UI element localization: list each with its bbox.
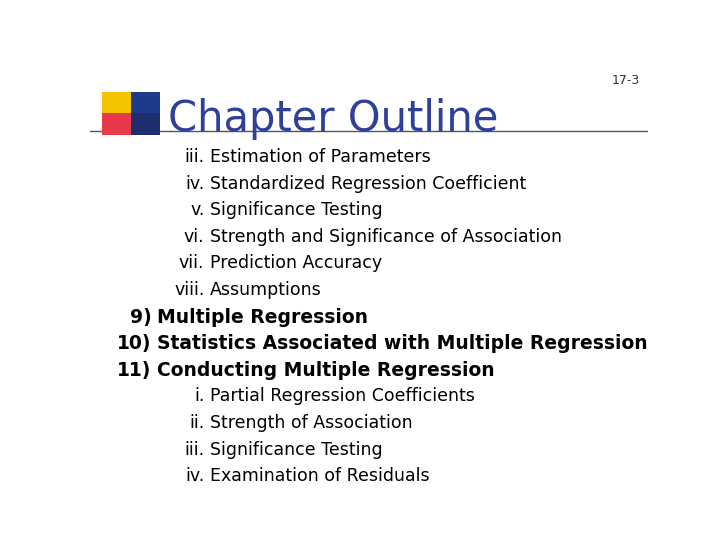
Text: Multiple Regression: Multiple Regression <box>157 308 368 327</box>
Text: viii.: viii. <box>174 281 204 299</box>
Text: Partial Regression Coefficients: Partial Regression Coefficients <box>210 388 475 406</box>
Bar <box>102 113 131 135</box>
Text: Prediction Accuracy: Prediction Accuracy <box>210 254 382 272</box>
Text: Estimation of Parameters: Estimation of Parameters <box>210 148 431 166</box>
Text: iii.: iii. <box>184 148 204 166</box>
Text: Significance Testing: Significance Testing <box>210 201 382 219</box>
Text: vi.: vi. <box>184 228 204 246</box>
Text: Significance Testing: Significance Testing <box>210 441 382 458</box>
Text: Assumptions: Assumptions <box>210 281 322 299</box>
Text: 9): 9) <box>130 308 151 327</box>
Text: Strength and Significance of Association: Strength and Significance of Association <box>210 228 562 246</box>
Text: 17-3: 17-3 <box>611 74 639 87</box>
Text: v.: v. <box>190 201 204 219</box>
Text: vii.: vii. <box>179 254 204 272</box>
Text: 10): 10) <box>117 334 151 353</box>
Bar <box>131 113 161 135</box>
Text: iii.: iii. <box>184 441 204 458</box>
Text: Statistics Associated with Multiple Regression: Statistics Associated with Multiple Regr… <box>157 334 647 353</box>
Bar <box>102 92 131 113</box>
Text: ii.: ii. <box>189 414 204 432</box>
Text: iv.: iv. <box>185 467 204 485</box>
Text: 11): 11) <box>117 361 151 380</box>
Text: Chapter Outline: Chapter Outline <box>168 98 498 140</box>
Bar <box>131 92 161 113</box>
Text: Conducting Multiple Regression: Conducting Multiple Regression <box>157 361 495 380</box>
Text: Standardized Regression Coefficient: Standardized Regression Coefficient <box>210 174 526 193</box>
Text: iv.: iv. <box>185 174 204 193</box>
Text: i.: i. <box>194 388 204 406</box>
Text: Examination of Residuals: Examination of Residuals <box>210 467 430 485</box>
Text: Strength of Association: Strength of Association <box>210 414 413 432</box>
